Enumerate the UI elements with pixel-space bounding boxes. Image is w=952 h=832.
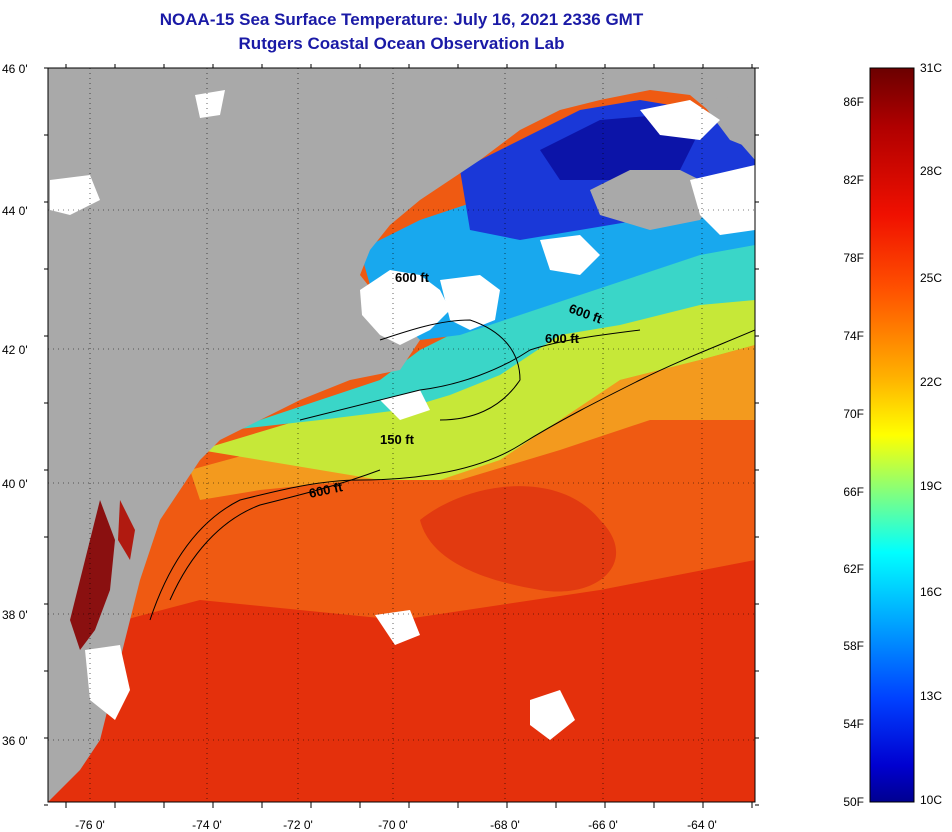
cloud-offshore-1 xyxy=(375,610,420,645)
depth-contours xyxy=(149,319,755,621)
axis-ticks xyxy=(44,64,759,808)
colorbar-f-label: 82F xyxy=(843,173,864,187)
contour-label: 150 ft xyxy=(380,432,415,447)
eddy xyxy=(420,486,617,592)
colorbar-f-label: 54F xyxy=(843,717,864,731)
lon-label: -70 0' xyxy=(378,818,408,832)
colorbar-c-label: 28C xyxy=(920,164,942,178)
contour-label: 600 ft xyxy=(308,479,345,501)
map-subtitle: Rutgers Coastal Ocean Observation Lab xyxy=(238,34,565,53)
lat-label: 36 0' xyxy=(2,734,28,748)
colorbar-c-label: 10C xyxy=(920,793,942,807)
colorbar-f-label: 78F xyxy=(843,251,864,265)
longitude-labels: -76 0' -74 0' -72 0' -70 0' -68 0' -66 0' -64 … xyxy=(75,818,717,832)
lat-label: 44 0' xyxy=(2,204,28,218)
cloud-long-island xyxy=(380,390,430,420)
colorbar-fahrenheit-labels: 86F 82F 78F 74F 70F 66F 62F 58F 54F 50F xyxy=(843,95,864,809)
cloud-delmarva xyxy=(85,645,130,720)
colorbar-f-label: 70F xyxy=(843,407,864,421)
colorbar-f-label: 58F xyxy=(843,639,864,653)
shelf-cyan xyxy=(230,240,755,430)
chesapeake-bay xyxy=(70,500,115,650)
lon-label: -64 0' xyxy=(687,818,717,832)
shelf-yellow xyxy=(200,290,755,480)
lon-label: -72 0' xyxy=(283,818,313,832)
cloud-offshore-2 xyxy=(530,690,575,740)
cloud-cape-cod xyxy=(360,270,450,345)
cloud-georges xyxy=(440,275,500,330)
contour-label: 600 ft xyxy=(395,270,430,285)
colorbar-f-label: 50F xyxy=(843,795,864,809)
delaware-bay xyxy=(118,500,135,560)
colorbar-c-label: 22C xyxy=(920,375,942,389)
land-mainland xyxy=(48,68,755,802)
colorbar-f-label: 74F xyxy=(843,329,864,343)
lat-label: 46 0' xyxy=(2,62,28,76)
colorbar-f-label: 66F xyxy=(843,485,864,499)
cloud-inland-1 xyxy=(195,90,225,118)
colorbar-c-label: 31C xyxy=(920,61,942,75)
colorbar-celsius-labels: 31C 28C 25C 22C 19C 16C 13C 10C xyxy=(920,61,942,807)
cloud-east xyxy=(690,165,755,235)
colorbar-c-label: 25C xyxy=(920,271,942,285)
lat-label: 42 0' xyxy=(2,343,28,357)
land-newfoundland-edge xyxy=(700,95,755,150)
lon-label: -76 0' xyxy=(75,818,105,832)
color-bar xyxy=(869,67,915,803)
land-nova-scotia xyxy=(590,170,720,230)
colorbar-c-label: 13C xyxy=(920,689,942,703)
lat-label: 38 0' xyxy=(2,608,28,622)
cloud-gulf-maine xyxy=(540,235,600,275)
cloud-inland-2 xyxy=(50,175,100,215)
lon-label: -66 0' xyxy=(588,818,618,832)
colorbar-c-label: 16C xyxy=(920,585,942,599)
lon-label: -68 0' xyxy=(490,818,520,832)
map-frame xyxy=(47,67,756,803)
latitude-labels: 46 0' 44 0' 42 0' 40 0' 38 0' 36 0' xyxy=(2,62,28,748)
colorbar-c-label: 19C xyxy=(920,479,942,493)
map-imagery xyxy=(48,68,755,802)
colorbar-f-label: 86F xyxy=(843,95,864,109)
contour-label: 600 ft xyxy=(545,331,580,346)
warm-ocean-south xyxy=(48,560,755,802)
lon-label: -74 0' xyxy=(192,818,222,832)
map-title: NOAA-15 Sea Surface Temperature: July 16… xyxy=(159,10,644,29)
cloud-fundy xyxy=(640,100,720,140)
lat-label: 40 0' xyxy=(2,477,28,491)
colorbar-f-label: 62F xyxy=(843,562,864,576)
